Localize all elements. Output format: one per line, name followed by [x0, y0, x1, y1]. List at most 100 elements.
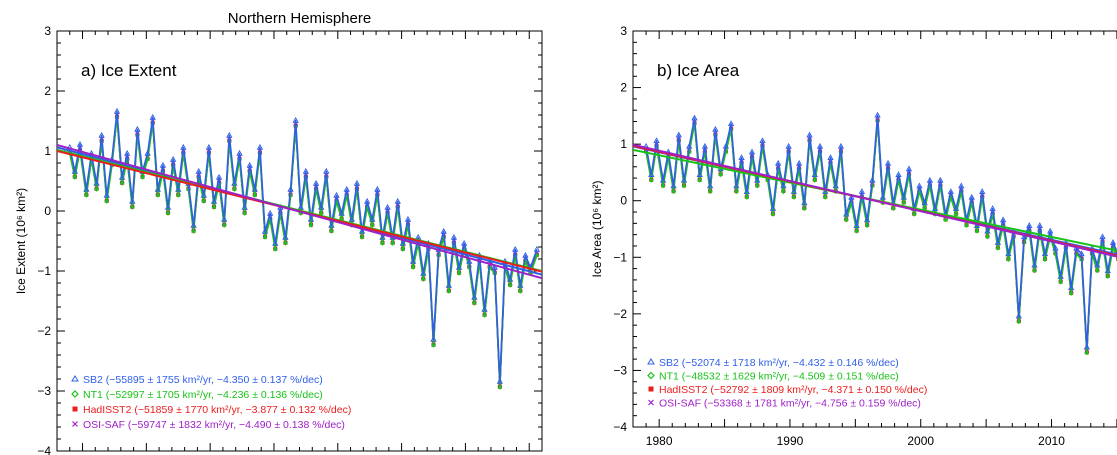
y-tick-label: 1	[44, 144, 51, 158]
data-point	[379, 233, 386, 240]
legend-marker	[648, 399, 654, 406]
data-point	[456, 271, 462, 276]
data-point	[343, 185, 350, 192]
y-tick-label: −3	[613, 363, 627, 377]
data-point	[119, 181, 125, 186]
data-point	[283, 241, 288, 246]
data-point	[1042, 257, 1048, 262]
data-point	[659, 176, 667, 183]
data-point	[701, 142, 709, 149]
data-point	[691, 114, 698, 121]
data-point	[947, 188, 954, 194]
y-tick-label: −2	[37, 324, 51, 338]
data-point	[853, 222, 860, 228]
data-point	[287, 185, 294, 192]
data-point	[333, 191, 340, 198]
data-point	[76, 140, 84, 147]
data-point	[440, 227, 447, 234]
data-point	[221, 215, 228, 222]
data-point	[744, 194, 750, 200]
data-point	[707, 189, 713, 195]
legend-item-osi-saf: OSI-SAF (−53368 ± 1781 km²/yr, −4.756 ± …	[648, 398, 921, 410]
trend-line-osi-saf	[633, 143, 1117, 258]
data-point	[517, 289, 523, 294]
data-point	[943, 217, 948, 223]
data-point	[104, 199, 110, 204]
data-point	[251, 185, 258, 192]
y-tick-label: 2	[620, 81, 627, 95]
data-point	[149, 113, 156, 120]
data-point	[738, 154, 745, 160]
legend-label: HadISST2 (−52792 ± 1809 km²/yr, −4.371 ±…	[659, 384, 927, 396]
data-point	[1041, 250, 1049, 257]
data-point	[329, 229, 334, 234]
data-point	[318, 203, 325, 210]
data-point	[420, 277, 426, 282]
data-point	[180, 143, 187, 150]
data-point	[931, 205, 939, 211]
data-point	[1026, 222, 1033, 228]
data-point	[446, 289, 452, 294]
data-point	[806, 131, 813, 138]
data-point	[648, 177, 654, 183]
series-line-sb2	[645, 114, 1117, 349]
y-axis-label: Ice Extent (10⁶ km²)	[14, 188, 28, 294]
data-point	[1031, 261, 1038, 268]
panel-label: a) Ice Extent	[81, 61, 177, 80]
data-point	[869, 176, 876, 183]
x-tick-label: 1980	[646, 434, 673, 448]
data-point	[653, 137, 660, 143]
data-point	[801, 206, 807, 212]
data-point	[266, 209, 274, 216]
data-point	[272, 247, 278, 252]
y-tick-label: 0	[620, 194, 627, 208]
data-point	[232, 187, 237, 192]
data-point	[874, 111, 881, 118]
data-point	[517, 281, 524, 288]
data-point	[1068, 291, 1074, 296]
data-point	[103, 191, 110, 198]
data-point	[769, 205, 777, 211]
data-point	[680, 176, 688, 183]
data-point	[890, 206, 896, 212]
legend-label: OSI-SAF (−53368 ± 1781 km²/yr, −4.756 ± …	[659, 398, 921, 410]
data-point	[1047, 227, 1054, 234]
data-point	[200, 191, 207, 198]
data-point	[98, 131, 105, 138]
data-point	[863, 216, 871, 223]
data-point	[307, 215, 315, 222]
data-point	[522, 251, 529, 258]
data-point	[506, 275, 514, 282]
data-point	[832, 182, 839, 189]
data-point	[374, 185, 381, 192]
data-point	[165, 211, 171, 216]
data-point	[816, 142, 824, 149]
data-point	[1104, 267, 1111, 274]
data-point	[409, 257, 417, 264]
data-point	[1005, 250, 1012, 257]
legend-marker	[647, 358, 655, 365]
data-point	[72, 175, 78, 180]
data-point	[926, 176, 934, 183]
data-point	[1094, 261, 1101, 268]
data-point	[430, 335, 437, 342]
data-point	[974, 228, 980, 234]
y-tick-label: −1	[613, 250, 627, 264]
data-point	[246, 161, 253, 168]
data-point	[201, 199, 207, 204]
data-point	[884, 159, 892, 166]
y-tick-label: 1	[620, 137, 627, 151]
data-point	[837, 142, 845, 149]
data-point	[308, 223, 314, 228]
y-tick-label: −4	[613, 420, 627, 434]
data-point	[236, 149, 243, 156]
legend-marker	[647, 371, 655, 380]
data-point	[1052, 244, 1059, 251]
data-point	[313, 187, 319, 192]
y-tick-label: 3	[44, 24, 51, 38]
data-point	[754, 183, 760, 189]
data-point	[1016, 319, 1022, 325]
plot-frame	[56, 30, 543, 452]
data-point	[221, 223, 227, 228]
chart-panel-1: −4 −3 −2 −1 0 1 2 3 Northern Hemisphere a) Ice Ex…	[14, 10, 543, 455]
